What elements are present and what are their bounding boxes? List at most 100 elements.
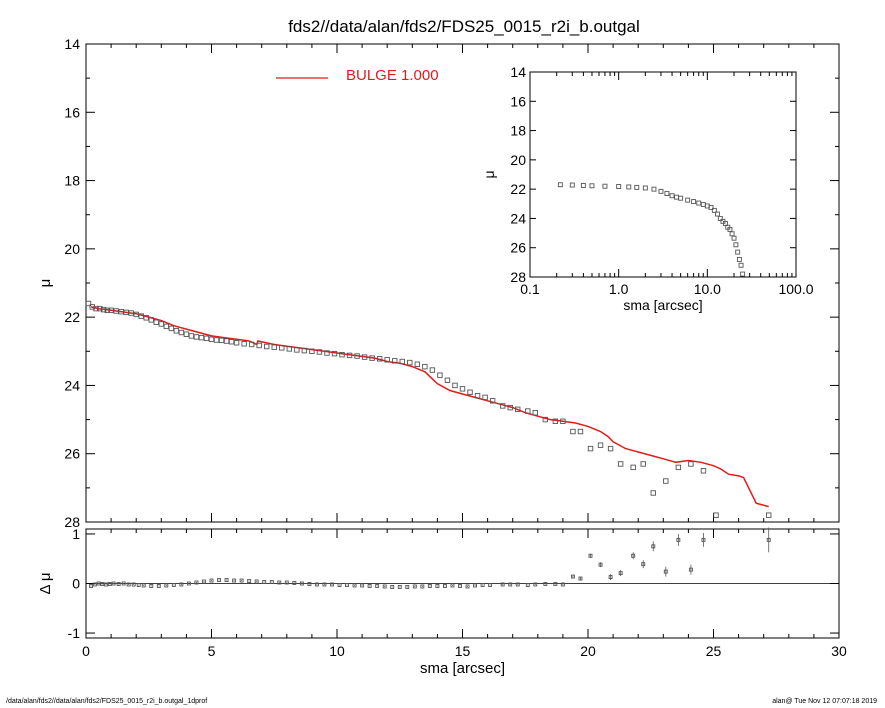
main-data-point — [361, 354, 368, 360]
residual-data-point — [149, 584, 154, 588]
main-data-point — [452, 382, 458, 389]
inset-data-point — [589, 183, 595, 189]
main-data-point — [515, 406, 521, 413]
residual-data-point — [450, 583, 455, 588]
inset-data-point — [708, 204, 714, 210]
residual-data-point — [427, 584, 432, 588]
main-data-point — [148, 317, 154, 323]
main-data-point — [203, 335, 210, 342]
main-y-tick-label: 26 — [64, 446, 80, 462]
residual-data-point — [89, 584, 93, 588]
residual-data-point — [508, 582, 513, 587]
main-data-point — [173, 328, 180, 334]
residual-y-tick-label: 0 — [72, 576, 80, 592]
main-y-tick-label: 14 — [64, 36, 80, 52]
residual-data-point — [92, 582, 97, 587]
main-data-point — [766, 512, 772, 518]
residual-x-tick-label: 5 — [208, 643, 216, 659]
main-y-tick-label: 22 — [64, 309, 80, 325]
residual-x-tick-label: 20 — [580, 643, 596, 659]
residual-data-point — [322, 582, 327, 587]
inset-data-point — [735, 249, 741, 255]
residual-data-point — [515, 582, 520, 587]
residual-data-point — [262, 580, 267, 584]
main-data-point — [228, 339, 235, 345]
main-y-tick-label: 18 — [64, 173, 80, 189]
main-y-axis-label: μ — [37, 279, 54, 288]
main-data-point — [688, 461, 694, 467]
residual-data-point — [209, 578, 214, 583]
residual-data-point — [164, 583, 169, 588]
footer-right-timestamp: alan@ Tue Nov 12 07:07:18 2019 — [772, 698, 877, 705]
main-data-point — [384, 357, 390, 363]
main-data-point — [271, 344, 277, 350]
residual-data-point — [578, 576, 583, 581]
inset-data-point — [738, 262, 744, 268]
residual-data-point — [420, 584, 425, 589]
residual-data-point — [405, 585, 410, 589]
main-y-tick-label: 16 — [64, 104, 80, 120]
main-data-point — [346, 352, 353, 359]
main-model-line — [90, 306, 769, 508]
main-data-point — [339, 352, 345, 358]
main-data-point — [316, 349, 323, 355]
main-data-point — [309, 348, 315, 354]
residual-data-point — [194, 580, 199, 585]
residual-data-point — [107, 582, 112, 586]
inset-data-point — [602, 183, 608, 189]
residual-data-point — [618, 571, 623, 576]
residual-data-point — [500, 582, 505, 587]
main-data-point — [256, 342, 262, 349]
inset-data-point — [731, 235, 737, 241]
inset-data-point — [696, 200, 702, 206]
main-data-point — [459, 386, 466, 392]
residual-data-point — [104, 582, 109, 587]
inset-data-point — [740, 271, 746, 277]
residual-data-point — [598, 562, 603, 567]
residual-data-point — [488, 583, 493, 587]
residual-y-tick-label: -1 — [68, 625, 81, 641]
main-data-point — [286, 346, 293, 352]
residual-data-point — [641, 562, 646, 567]
main-data-point — [474, 392, 481, 399]
residual-data-point — [269, 580, 274, 584]
main-data-point — [208, 336, 215, 343]
inset-data-point — [714, 211, 720, 217]
main-data-point — [128, 310, 134, 316]
inset-data-point — [711, 207, 717, 213]
residual-data-point — [631, 553, 636, 558]
main-data-point — [587, 445, 594, 452]
residual-data-point — [375, 584, 380, 588]
residual-data-point — [473, 583, 477, 588]
main-data-point — [143, 315, 149, 321]
inset-data-point — [669, 193, 675, 199]
residual-x-tick-label: 30 — [831, 643, 847, 659]
main-data-point — [597, 442, 604, 448]
residual-data-point — [171, 583, 176, 587]
residual-data-point — [232, 578, 237, 583]
inset-data-point — [569, 182, 575, 188]
inset-data-point — [616, 184, 622, 189]
residual-data-point — [307, 582, 312, 586]
main-data-point — [407, 359, 413, 366]
residual-x-tick-label: 10 — [329, 643, 345, 659]
main-data-point — [85, 300, 92, 307]
residual-data-point — [217, 578, 221, 582]
residual-data-point — [480, 583, 485, 587]
residual-y-tick-label: 1 — [72, 526, 80, 542]
residual-data-point — [121, 581, 126, 586]
main-data-point — [640, 461, 646, 467]
residual-data-point — [608, 575, 613, 580]
residual-data-point — [179, 582, 184, 587]
main-data-point — [89, 304, 95, 310]
inset-data-point — [733, 242, 739, 248]
residual-data-point — [330, 582, 334, 587]
inset-data-point — [626, 184, 632, 190]
main-data-point — [193, 334, 200, 340]
residual-data-point — [412, 584, 417, 589]
main-data-point — [158, 321, 165, 327]
main-data-point — [213, 337, 220, 343]
residual-data-point — [442, 584, 447, 588]
main-y-tick-label: 24 — [64, 377, 80, 393]
